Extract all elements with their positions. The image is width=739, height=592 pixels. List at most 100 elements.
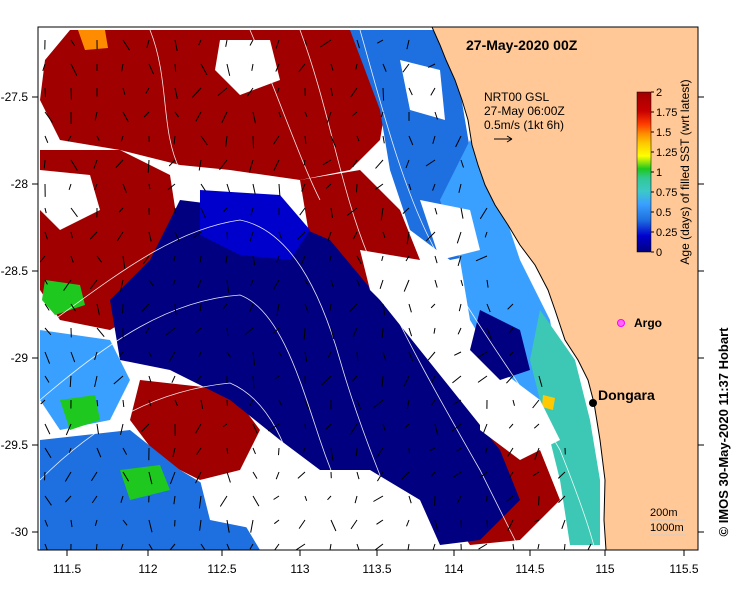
current-vector	[356, 399, 361, 410]
current-vector	[406, 39, 410, 50]
colorbar-tick-label: 0	[656, 247, 662, 259]
svg-text:112.5: 112.5	[207, 562, 236, 576]
current-vector	[94, 111, 98, 121]
depth-legend: 200m 1000m	[650, 507, 686, 536]
current-vector	[273, 159, 280, 171]
current-vector	[96, 447, 102, 458]
current-vector	[116, 231, 124, 242]
current-vector	[304, 351, 308, 362]
current-vector	[434, 111, 438, 120]
current-vector	[297, 471, 306, 479]
current-vector	[42, 63, 46, 72]
current-vector	[349, 303, 358, 313]
current-vector	[195, 327, 202, 333]
current-vector	[96, 135, 100, 141]
no-data-gap-5	[480, 390, 560, 460]
current-vector	[169, 543, 176, 550]
current-vector	[406, 399, 410, 409]
current-vector	[486, 519, 488, 528]
current-vector	[350, 87, 358, 98]
current-vector	[451, 423, 462, 432]
current-vector	[355, 63, 358, 70]
current-vector	[121, 63, 124, 72]
current-vector	[408, 327, 413, 337]
current-vector	[356, 279, 361, 287]
current-vector	[381, 327, 384, 339]
current-vector	[148, 231, 152, 242]
lat-tick: -28	[11, 177, 704, 191]
current-vector	[408, 447, 411, 455]
svg-text:-28.5: -28.5	[1, 264, 29, 278]
current-vector	[477, 375, 488, 383]
argo-label: Argo	[634, 316, 662, 330]
svg-text:114.5: 114.5	[515, 562, 544, 576]
current-vector	[65, 495, 72, 503]
current-vector	[145, 87, 150, 94]
current-vector	[174, 39, 178, 52]
current-vector	[122, 519, 128, 526]
current-vector	[273, 519, 280, 525]
contour-200m	[359, 29, 596, 550]
current-vector	[431, 375, 436, 383]
current-vector	[195, 111, 202, 122]
current-vector	[454, 351, 462, 356]
current-vector	[460, 159, 464, 168]
current-vector	[304, 423, 307, 430]
current-vector	[70, 519, 73, 528]
current-vector	[434, 207, 438, 215]
current-vector	[68, 447, 72, 453]
current-vector	[303, 327, 306, 340]
current-vector	[252, 447, 256, 455]
current-vector	[455, 135, 462, 148]
dongara-town: Dongara	[589, 387, 655, 407]
current-vector	[356, 351, 359, 361]
current-vector	[40, 399, 46, 405]
current-vector	[96, 327, 105, 338]
current-vector	[557, 471, 566, 479]
current-vector	[330, 519, 337, 532]
current-vector	[44, 279, 48, 285]
current-vector	[226, 279, 230, 293]
current-vector	[252, 423, 258, 434]
current-vector	[507, 519, 514, 532]
current-vector	[94, 183, 98, 191]
current-vector	[486, 303, 491, 313]
current-vector	[303, 159, 306, 166]
current-vector	[434, 279, 438, 288]
current-vector	[195, 375, 202, 383]
current-vector	[458, 183, 462, 193]
current-vector	[120, 135, 124, 142]
current-vector	[122, 471, 130, 482]
current-vector	[196, 447, 202, 455]
current-vector	[320, 39, 332, 48]
current-vector	[507, 447, 514, 457]
current-vector	[382, 63, 387, 72]
lon-tick: 113.5	[362, 550, 392, 576]
current-vector	[452, 399, 462, 406]
lat-tick: -27.5	[1, 90, 704, 104]
current-vector	[478, 543, 488, 550]
current-vector	[192, 87, 202, 98]
current-vector	[352, 231, 358, 240]
current-vector	[329, 255, 332, 262]
dongara-label: Dongara	[598, 387, 655, 403]
current-vector	[44, 519, 49, 527]
current-vector	[330, 207, 333, 218]
current-vector	[329, 303, 332, 311]
current-vector	[90, 471, 98, 482]
lat-tick: -30	[11, 525, 704, 539]
current-vector	[200, 399, 204, 409]
current-vector	[532, 471, 540, 477]
current-vector	[119, 351, 124, 357]
current-vector	[44, 351, 51, 364]
no-data-gap-7	[400, 60, 445, 120]
current-vector	[456, 447, 462, 452]
plot-area	[38, 27, 698, 550]
svg-text:111.5: 111.5	[53, 562, 82, 576]
current-vector	[118, 207, 124, 213]
current-vector	[382, 231, 386, 238]
colorbar-label: Age (days) of filled SST (wrt latest)	[678, 79, 692, 264]
lat-tick: -28.5	[1, 264, 704, 278]
current-vector	[460, 279, 464, 287]
current-vector	[44, 87, 46, 97]
